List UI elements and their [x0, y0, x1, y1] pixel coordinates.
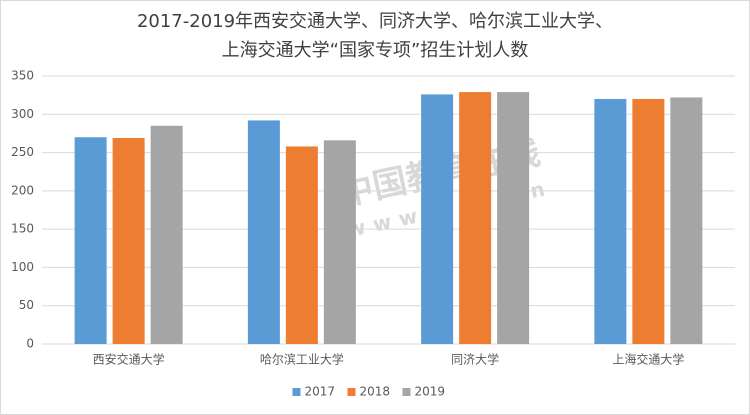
bar	[497, 92, 530, 344]
x-tick-label: 西安交通大学	[93, 352, 165, 367]
y-tick-label: 350	[11, 69, 34, 83]
bar	[594, 98, 627, 344]
legend-label: 2019	[415, 385, 446, 399]
legend-swatch	[347, 388, 356, 396]
y-tick-label: 300	[11, 107, 34, 121]
x-tick-label: 同济大学	[451, 352, 499, 367]
legend-label: 2018	[360, 385, 391, 399]
bar	[670, 97, 703, 344]
y-tick-label: 150	[11, 222, 34, 236]
bar	[112, 138, 145, 344]
x-tick-label: 哈尔滨工业大学	[260, 352, 344, 367]
legend-swatch	[292, 388, 301, 396]
bar	[150, 125, 183, 345]
bar	[421, 94, 454, 345]
y-tick-label: 0	[26, 337, 34, 351]
y-tick-label: 100	[11, 260, 34, 274]
chart-title: 上海交通大学“国家专项”招生计划人数	[222, 40, 529, 61]
y-tick-label: 250	[11, 145, 34, 159]
bar	[459, 92, 492, 344]
y-tick-label: 200	[11, 183, 34, 197]
bar	[74, 137, 107, 344]
bar	[247, 120, 280, 344]
bar	[285, 146, 318, 344]
y-tick-label: 50	[19, 298, 34, 312]
legend-swatch	[402, 388, 411, 396]
bar	[323, 140, 356, 344]
legend-label: 2017	[305, 385, 336, 399]
chart-title: 2017-2019年西安交通大学、同济大学、哈尔滨工业大学、	[137, 11, 613, 32]
x-tick-label: 上海交通大学	[612, 352, 684, 367]
bar	[632, 98, 665, 344]
